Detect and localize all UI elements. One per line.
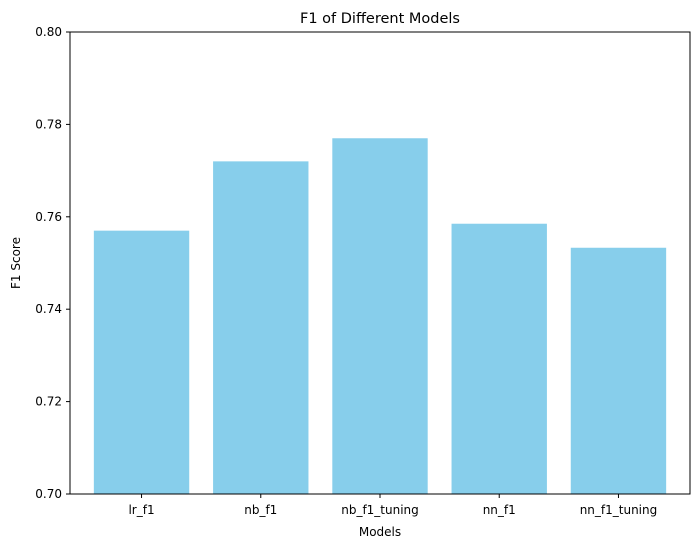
x-tick-label: lr_f1 xyxy=(128,503,154,517)
x-tick-label: nn_f1 xyxy=(483,503,516,517)
bar-nn_f1_tuning xyxy=(570,247,667,494)
bar-nn_f1 xyxy=(451,223,547,495)
y-axis-label: F1 Score xyxy=(9,237,23,289)
bar-nb_f1_tuning xyxy=(332,138,428,494)
y-tick-label: 0.72 xyxy=(35,395,62,409)
y-tick-label: 0.70 xyxy=(35,487,62,501)
y-tick-label: 0.80 xyxy=(35,25,62,39)
x-tick-label: nn_f1_tuning xyxy=(580,503,658,517)
y-tick-label: 0.76 xyxy=(35,210,62,224)
bars-group xyxy=(93,138,667,495)
x-axis: lr_f1 nb_f1 nb_f1_tuning nn_f1 nn_f1_tuning xyxy=(128,494,657,517)
y-tick-label: 0.78 xyxy=(35,117,62,131)
bar-nb_f1 xyxy=(213,161,309,495)
y-tick-label: 0.74 xyxy=(35,302,62,316)
chart-title: F1 of Different Models xyxy=(300,11,460,27)
x-tick-label: nb_f1 xyxy=(244,503,277,517)
x-axis-label: Models xyxy=(359,525,401,539)
bar-lr_f1 xyxy=(93,230,190,494)
x-tick-label: nb_f1_tuning xyxy=(341,503,419,517)
y-axis: 0.70 0.72 0.74 0.76 0.78 0.80 xyxy=(35,25,70,501)
